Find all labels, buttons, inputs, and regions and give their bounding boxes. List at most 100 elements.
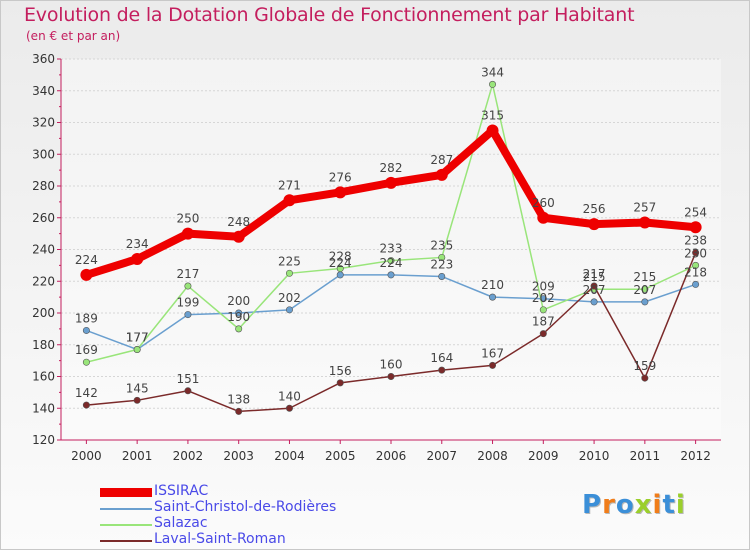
data-point (385, 176, 397, 189)
data-label: 177 (126, 331, 149, 345)
data-label: 238 (684, 234, 707, 248)
data-label: 230 (684, 246, 707, 260)
x-tick-label: 2007 (426, 449, 457, 463)
logo-letter: o (615, 490, 635, 520)
data-label: 189 (75, 311, 98, 325)
data-point (283, 194, 296, 207)
data-point (82, 326, 90, 334)
legend-label: Laval-Saint-Roman (154, 531, 286, 547)
logo-letter: i (652, 490, 663, 520)
logo-letter: x (634, 490, 653, 520)
data-point (181, 227, 194, 240)
data-point (336, 271, 344, 279)
data-point (184, 387, 192, 395)
y-tick-label: 140 (32, 401, 55, 415)
data-label: 223 (430, 257, 453, 271)
data-point (82, 401, 90, 409)
data-point (588, 218, 601, 231)
data-point (235, 309, 243, 317)
data-label: 256 (583, 202, 606, 216)
y-tick-label: 360 (32, 52, 55, 66)
x-tick-label: 2002 (173, 449, 204, 463)
data-point (692, 261, 700, 269)
data-label: 142 (75, 386, 98, 400)
data-label: 260 (532, 196, 555, 210)
data-label: 271 (278, 178, 301, 192)
data-point (641, 285, 649, 293)
logo-letter: r (602, 490, 616, 520)
data-label: 215 (583, 270, 606, 284)
data-label: 224 (380, 256, 403, 270)
data-point (336, 379, 344, 387)
data-point (235, 325, 243, 333)
data-point (133, 396, 141, 404)
x-tick-label: 2004 (274, 449, 305, 463)
data-label: 138 (227, 392, 250, 406)
x-tick-label: 2006 (376, 449, 407, 463)
y-tick-label: 320 (32, 116, 55, 130)
data-label: 164 (430, 351, 453, 365)
data-point (285, 269, 293, 277)
data-label: 234 (126, 237, 149, 251)
y-tick-label: 280 (32, 179, 55, 193)
data-label: 160 (380, 358, 403, 372)
data-label: 159 (633, 359, 656, 373)
data-point (435, 168, 448, 181)
data-label: 315 (481, 108, 504, 122)
data-point (334, 186, 347, 199)
data-point (387, 271, 395, 279)
data-point (489, 80, 497, 88)
data-point (285, 306, 293, 314)
data-label: 282 (380, 161, 403, 175)
legend-label: ISSIRAC (154, 483, 209, 499)
data-point (232, 230, 245, 243)
data-point (438, 272, 446, 280)
data-point (539, 306, 547, 314)
y-tick-label: 160 (32, 370, 55, 384)
y-tick-label: 220 (32, 274, 55, 288)
data-label: 276 (329, 170, 352, 184)
x-tick-label: 2003 (223, 449, 254, 463)
data-label: 156 (329, 364, 352, 378)
data-label: 145 (126, 381, 149, 395)
y-tick-label: 240 (32, 243, 55, 257)
data-point (438, 253, 446, 261)
data-label: 235 (430, 238, 453, 252)
data-point (638, 216, 651, 229)
data-label: 207 (633, 283, 656, 297)
y-tick-label: 200 (32, 306, 55, 320)
data-point (486, 124, 499, 137)
data-label: 218 (684, 265, 707, 279)
logo-letter: i (675, 490, 686, 520)
data-label: 199 (176, 296, 199, 310)
data-point (539, 330, 547, 338)
data-label: 224 (329, 256, 352, 270)
legend-label: Salazac (154, 515, 208, 531)
data-point (387, 257, 395, 265)
data-label: 215 (633, 270, 656, 284)
legend-swatch-issirac (100, 488, 152, 497)
legend-swatch-laval (100, 540, 152, 542)
data-label: 202 (278, 291, 301, 305)
data-label: 207 (583, 283, 606, 297)
data-label: 140 (278, 389, 301, 403)
legend-swatch-salazac (100, 524, 152, 526)
data-label: 167 (481, 346, 504, 360)
data-point (235, 407, 243, 415)
data-point (590, 282, 598, 290)
chart-title: Evolution de la Dotation Globale de Fonc… (24, 4, 635, 26)
y-tick-label: 180 (32, 338, 55, 352)
data-point (184, 282, 192, 290)
data-label: 217 (176, 267, 199, 281)
data-point (336, 265, 344, 273)
data-label: 250 (176, 212, 199, 226)
data-label: 187 (532, 315, 555, 329)
data-point (641, 374, 649, 382)
x-tick-label: 2001 (122, 449, 153, 463)
data-label: 151 (176, 372, 199, 386)
x-tick-label: 2011 (630, 449, 661, 463)
data-point (184, 311, 192, 319)
data-label: 190 (227, 310, 250, 324)
data-point (387, 372, 395, 380)
data-point (438, 366, 446, 374)
